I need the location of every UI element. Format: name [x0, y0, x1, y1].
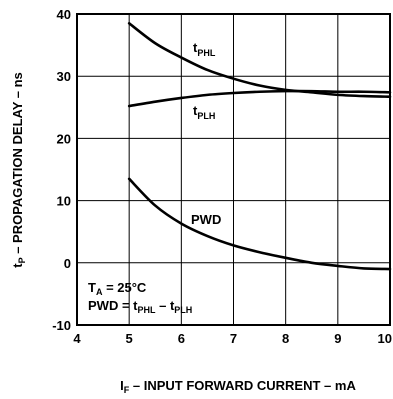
y-tick-label: 30: [57, 69, 71, 84]
x-tick-label: 5: [126, 331, 133, 346]
y-tick-label: -10: [52, 318, 71, 333]
grid-lines: [77, 14, 390, 325]
ambient-temperature-note: TA = 25°C: [88, 280, 147, 297]
y-tick-label: 10: [57, 194, 71, 209]
y-tick-label: 40: [57, 7, 71, 22]
series-label-pwd: PWD: [191, 212, 221, 227]
x-axis-label: IF – INPUT FORWARD CURRENT – mA: [120, 378, 356, 395]
x-tick-label: 9: [334, 331, 341, 346]
series-line-tplh: [127, 89, 392, 108]
x-tick-label: 7: [230, 331, 237, 346]
data-curves: [127, 22, 392, 271]
y-tick-label: 0: [64, 256, 71, 271]
series-line-pwd: [127, 177, 392, 271]
series-line-tphl: [127, 22, 392, 99]
x-tick-label: 6: [178, 331, 185, 346]
series-label-tplh: tPLH: [193, 103, 215, 121]
x-tick-label: 4: [73, 331, 81, 346]
x-tick-label: 8: [282, 331, 289, 346]
series-label-tphl: tPHL: [193, 40, 216, 58]
pwd-definition-note: PWD = tPHL – tPLH: [88, 298, 192, 315]
y-axis-label: tP – PROPAGATION DELAY – ns: [10, 72, 27, 268]
plot-frame: [76, 13, 391, 326]
x-tick-labels: 4 5 6 7 8 9 10: [73, 331, 392, 346]
y-tick-labels: -10 0 10 20 30 40: [52, 7, 71, 333]
x-tick-label: 10: [378, 331, 392, 346]
y-tick-label: 20: [57, 131, 71, 146]
